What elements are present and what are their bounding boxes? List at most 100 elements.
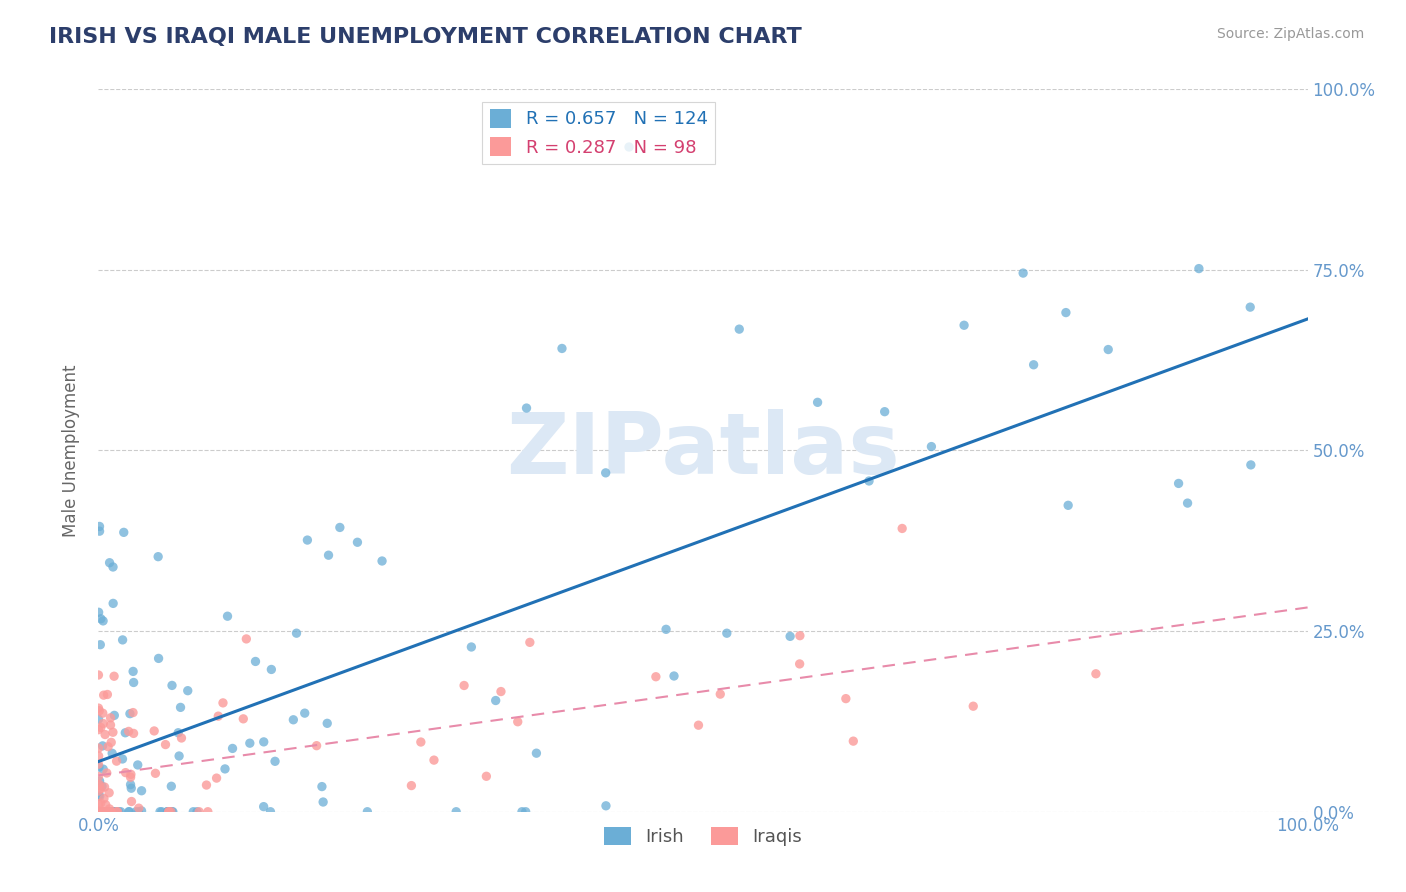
- Point: [111, 632, 134, 647]
- Point: [162, 805, 184, 819]
- Point: [122, 675, 145, 690]
- Point: [91, 706, 114, 721]
- Point: [253, 799, 276, 814]
- Point: [108, 805, 131, 819]
- Point: [87, 805, 110, 819]
- Point: [87, 805, 110, 819]
- Point: [103, 805, 125, 819]
- Point: [87, 797, 110, 811]
- Point: [148, 651, 170, 665]
- Point: [920, 440, 942, 454]
- Point: [87, 757, 110, 772]
- Point: [120, 781, 142, 796]
- Point: [195, 778, 218, 792]
- Point: [789, 657, 811, 671]
- Point: [105, 805, 128, 819]
- Point: [285, 626, 308, 640]
- Point: [93, 805, 115, 819]
- Point: [217, 609, 239, 624]
- Point: [120, 770, 142, 784]
- Point: [551, 342, 574, 356]
- Point: [806, 395, 828, 409]
- Point: [94, 797, 117, 812]
- Point: [526, 746, 548, 760]
- Point: [1167, 476, 1189, 491]
- Point: [953, 318, 976, 333]
- Point: [87, 668, 110, 682]
- Point: [87, 805, 110, 819]
- Point: [107, 805, 129, 819]
- Point: [122, 726, 145, 740]
- Point: [617, 140, 640, 154]
- Point: [515, 805, 537, 819]
- Point: [205, 771, 228, 785]
- Point: [212, 696, 235, 710]
- Y-axis label: Male Unemployment: Male Unemployment: [62, 364, 80, 537]
- Point: [131, 804, 153, 818]
- Point: [1177, 496, 1199, 510]
- Point: [90, 612, 112, 626]
- Point: [294, 706, 316, 720]
- Point: [709, 687, 731, 701]
- Point: [515, 401, 537, 415]
- Point: [90, 781, 112, 796]
- Point: [101, 725, 124, 739]
- Point: [98, 786, 121, 800]
- Point: [90, 805, 112, 819]
- Point: [1097, 343, 1119, 357]
- Point: [127, 758, 149, 772]
- Point: [842, 734, 865, 748]
- Point: [87, 779, 110, 793]
- Point: [90, 721, 112, 735]
- Point: [114, 765, 136, 780]
- Point: [316, 716, 339, 731]
- Point: [1022, 358, 1045, 372]
- Point: [475, 769, 498, 783]
- Point: [835, 691, 858, 706]
- Point: [94, 727, 117, 741]
- Point: [118, 805, 141, 819]
- Point: [110, 805, 132, 819]
- Point: [100, 805, 122, 819]
- Point: [101, 596, 124, 610]
- Point: [1012, 266, 1035, 280]
- Point: [662, 669, 685, 683]
- Point: [122, 665, 145, 679]
- Point: [87, 712, 110, 726]
- Point: [90, 805, 112, 819]
- Point: [97, 805, 120, 819]
- Point: [91, 739, 114, 753]
- Point: [89, 805, 111, 819]
- Point: [873, 405, 896, 419]
- Point: [283, 713, 305, 727]
- Point: [155, 738, 177, 752]
- Point: [346, 535, 368, 549]
- Point: [105, 805, 128, 819]
- Point: [122, 706, 145, 720]
- Point: [93, 791, 115, 805]
- Point: [98, 802, 121, 816]
- Point: [460, 640, 482, 654]
- Point: [87, 723, 110, 737]
- Point: [159, 805, 181, 819]
- Point: [121, 795, 143, 809]
- Point: [94, 805, 117, 819]
- Point: [312, 795, 335, 809]
- Point: [87, 805, 110, 819]
- Point: [90, 805, 112, 819]
- Point: [87, 741, 110, 756]
- Point: [118, 706, 141, 721]
- Point: [239, 736, 262, 750]
- Point: [93, 805, 115, 819]
- Point: [160, 779, 183, 793]
- Point: [510, 805, 533, 819]
- Point: [90, 796, 112, 810]
- Point: [444, 805, 467, 819]
- Point: [260, 663, 283, 677]
- Point: [160, 678, 183, 692]
- Point: [221, 741, 243, 756]
- Point: [1084, 666, 1107, 681]
- Point: [1239, 300, 1261, 314]
- Point: [207, 709, 229, 723]
- Point: [409, 735, 432, 749]
